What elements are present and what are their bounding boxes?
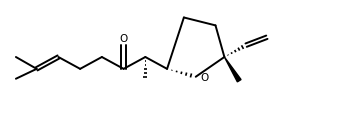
Text: O: O [200, 73, 208, 83]
Polygon shape [224, 58, 241, 82]
Text: O: O [119, 34, 127, 44]
